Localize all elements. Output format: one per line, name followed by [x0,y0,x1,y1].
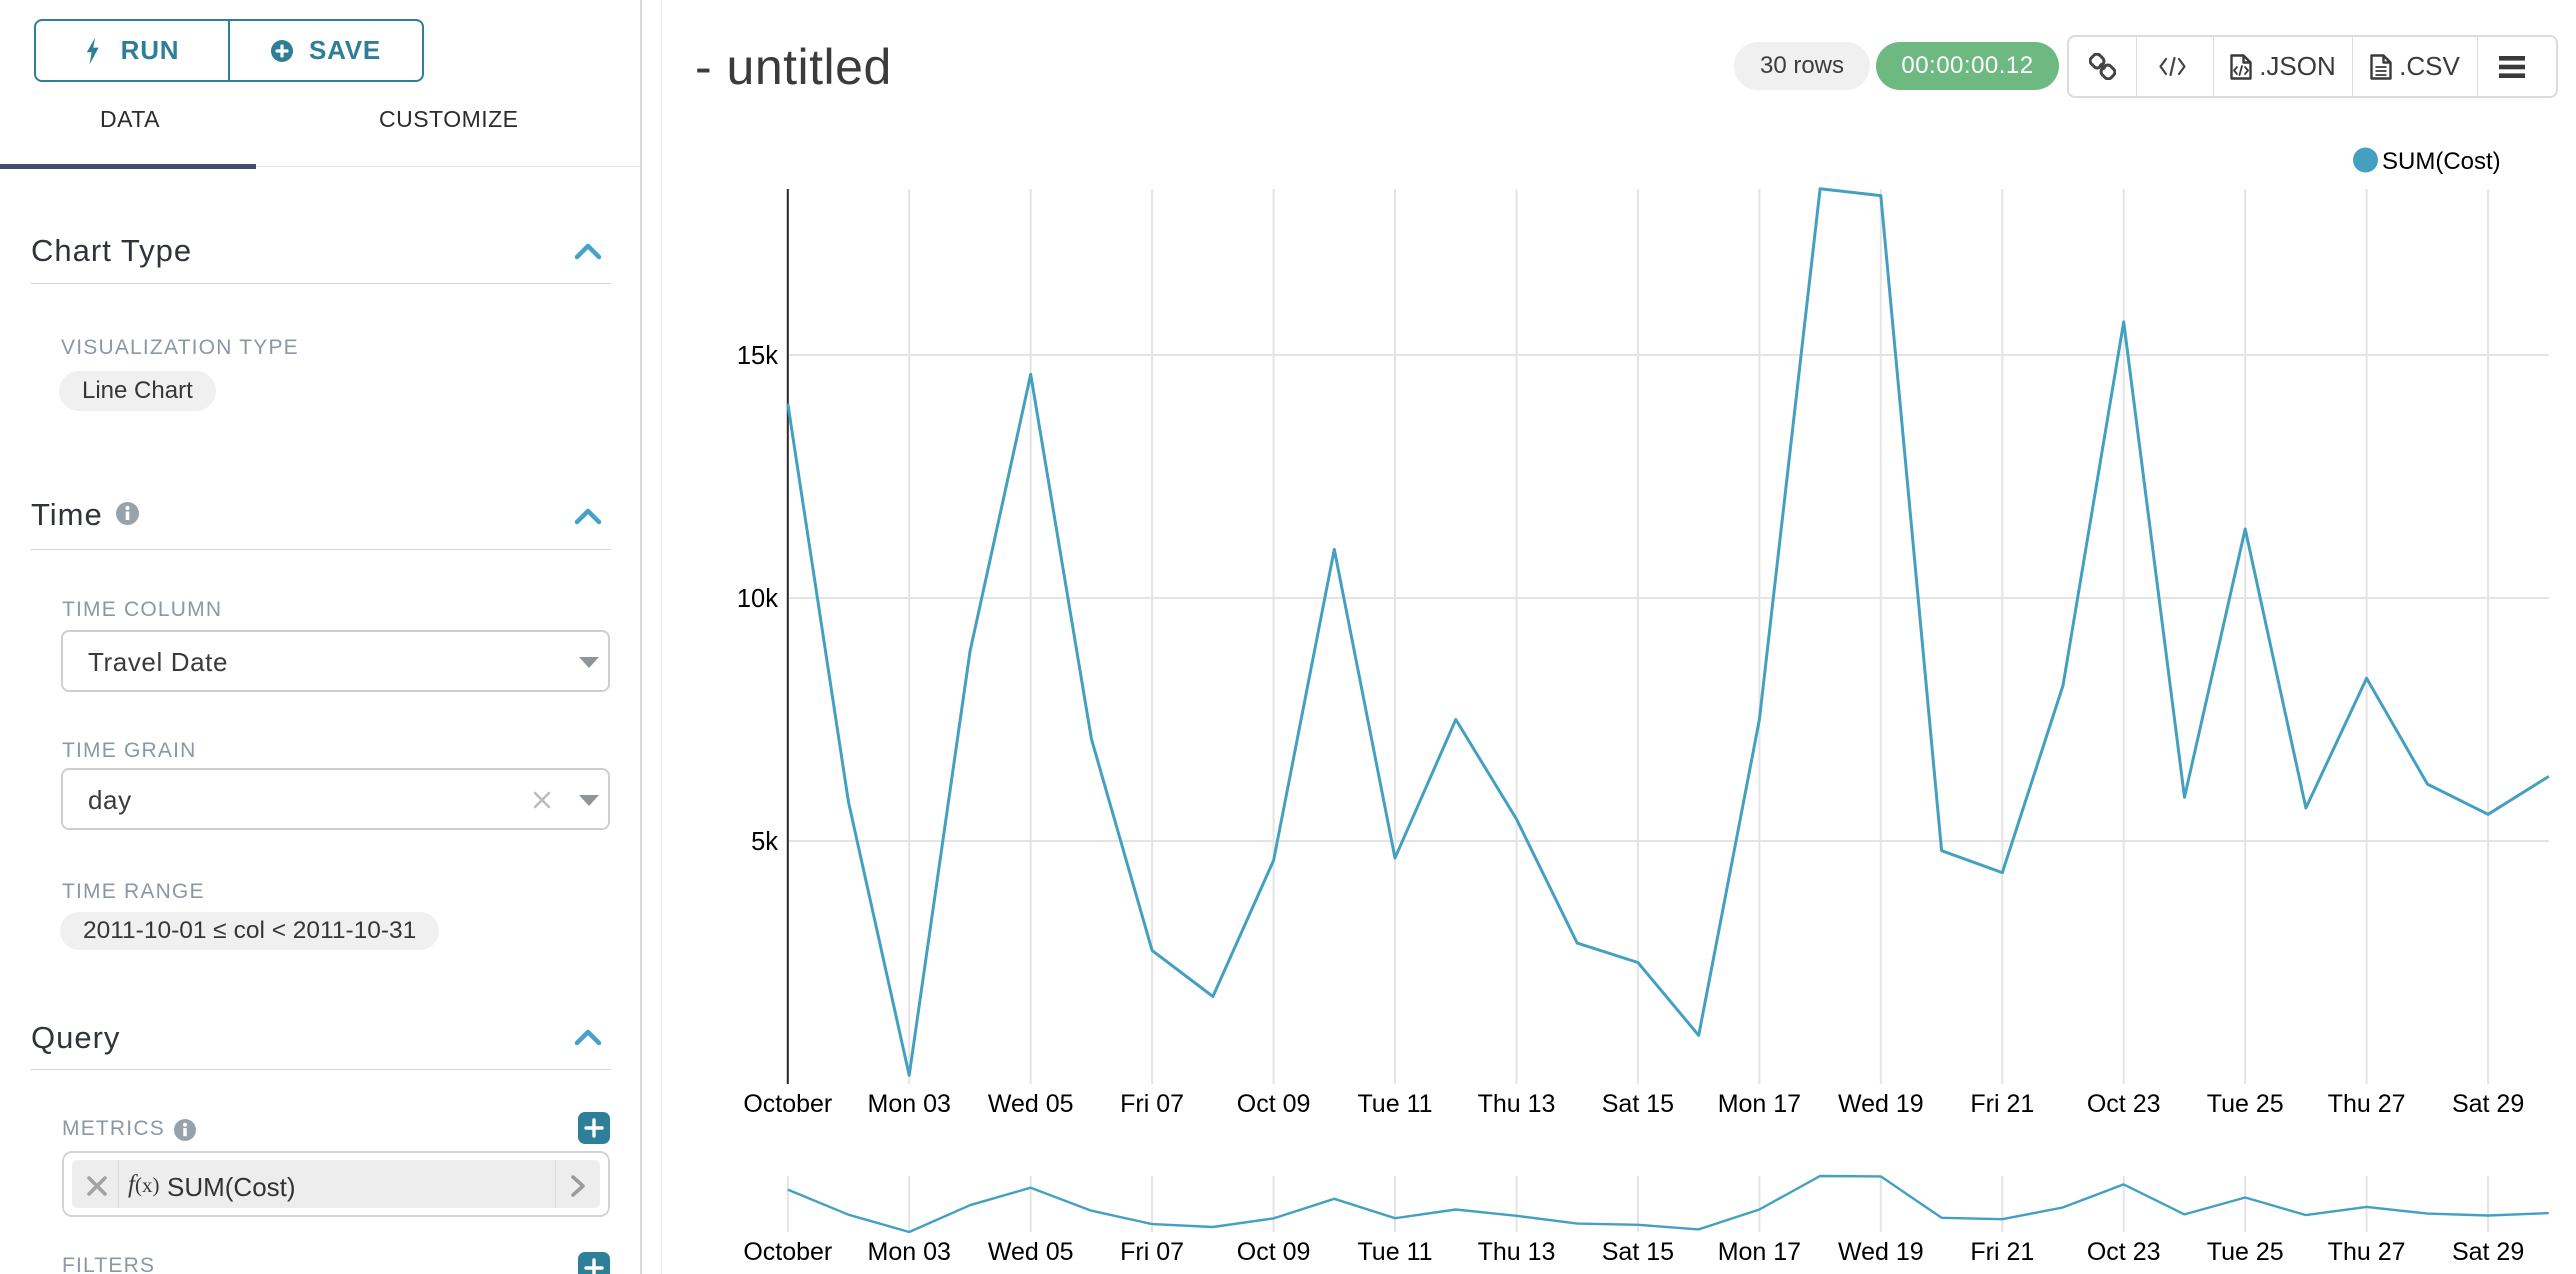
svg-text:Sat 15: Sat 15 [1602,1090,1674,1118]
svg-text:Oct 09: Oct 09 [1237,1238,1311,1266]
svg-text:Wed 05: Wed 05 [988,1238,1074,1266]
svg-text:Wed 19: Wed 19 [1838,1090,1924,1118]
svg-text:Wed 05: Wed 05 [988,1090,1074,1118]
svg-text:Sat 15: Sat 15 [1602,1238,1674,1266]
svg-text:Thu 27: Thu 27 [2328,1090,2406,1118]
svg-text:Sat 29: Sat 29 [2452,1238,2524,1266]
svg-text:Wed 19: Wed 19 [1838,1238,1924,1266]
svg-text:Fri 07: Fri 07 [1120,1238,1184,1266]
svg-text:Oct 23: Oct 23 [2087,1238,2161,1266]
svg-text:Thu 13: Thu 13 [1478,1238,1556,1266]
svg-text:Mon 03: Mon 03 [868,1090,951,1118]
svg-text:Thu 13: Thu 13 [1478,1090,1556,1118]
svg-text:5k: 5k [751,828,778,856]
svg-text:Tue 11: Tue 11 [1357,1238,1432,1266]
svg-text:Mon 17: Mon 17 [1718,1238,1801,1266]
svg-text:Mon 03: Mon 03 [868,1238,951,1266]
svg-text:Thu 27: Thu 27 [2328,1238,2406,1266]
svg-text:Fri 21: Fri 21 [1970,1090,2034,1118]
svg-text:Mon 17: Mon 17 [1718,1090,1801,1118]
svg-text:October: October [743,1090,832,1118]
svg-text:Tue 25: Tue 25 [2207,1238,2284,1266]
svg-text:Fri 21: Fri 21 [1970,1238,2034,1266]
svg-text:10k: 10k [737,585,778,613]
svg-text:Tue 25: Tue 25 [2207,1090,2284,1118]
svg-text:Tue 11: Tue 11 [1357,1090,1432,1118]
svg-text:SUM(Cost): SUM(Cost) [2382,148,2501,175]
svg-text:Sat 29: Sat 29 [2452,1090,2524,1118]
svg-text:Oct 23: Oct 23 [2087,1090,2161,1118]
svg-text:Fri 07: Fri 07 [1120,1090,1184,1118]
svg-text:15k: 15k [737,342,778,370]
svg-text:Oct 09: Oct 09 [1237,1090,1311,1118]
svg-text:October: October [743,1238,832,1266]
